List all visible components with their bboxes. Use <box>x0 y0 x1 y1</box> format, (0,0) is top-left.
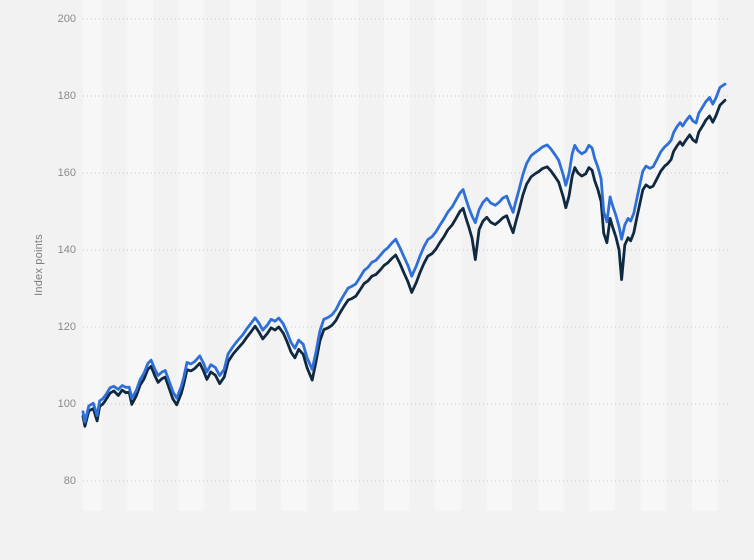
y-tick-label: 140 <box>57 244 76 256</box>
month-stripe <box>589 0 615 511</box>
month-stripe <box>332 0 359 511</box>
month-stripe <box>127 0 154 511</box>
month-stripe <box>230 0 256 511</box>
month-stripe <box>178 0 205 511</box>
month-stripe <box>537 0 564 511</box>
y-tick-label: 120 <box>57 321 76 333</box>
month-stripe <box>486 0 513 511</box>
month-stripe <box>83 0 102 511</box>
y-tick-label: 100 <box>57 398 76 410</box>
month-stripe <box>691 0 718 511</box>
y-axis-title: Index points <box>33 234 45 296</box>
month-stripe <box>281 0 307 511</box>
y-tick-label: 80 <box>63 475 76 487</box>
month-stripe <box>640 0 667 511</box>
y-tick-label: 180 <box>57 90 76 102</box>
series-blue-line <box>81 82 727 424</box>
series-navy-line <box>81 98 727 428</box>
month-stripe <box>435 0 461 511</box>
y-tick-label: 160 <box>57 167 76 179</box>
y-tick-label: 200 <box>57 13 76 25</box>
